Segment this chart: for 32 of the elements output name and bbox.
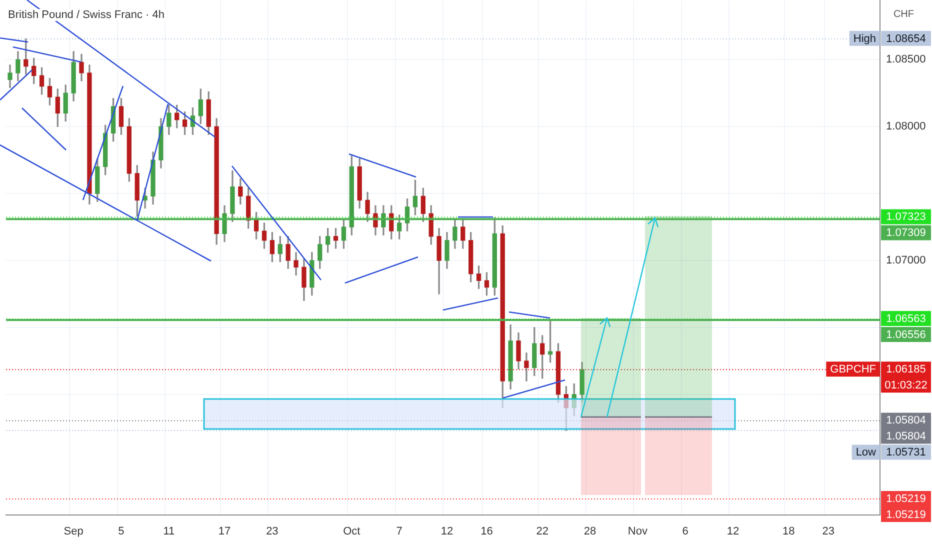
x-tick-label: 23 bbox=[822, 526, 834, 538]
x-tick-label: 6 bbox=[682, 526, 688, 538]
x-tick-label: 12 bbox=[440, 526, 454, 538]
y-tick-label: 1.08000 bbox=[886, 120, 926, 133]
x-tick-label: 28 bbox=[584, 526, 596, 538]
x-tick-label: 16 bbox=[480, 526, 493, 538]
y-tick-label: 1.07000 bbox=[886, 254, 926, 267]
annotation: High bbox=[853, 32, 876, 45]
annotation: GBPCHF bbox=[830, 364, 876, 376]
x-tick-label: 23 bbox=[266, 526, 278, 538]
x-tick-label: 17 bbox=[218, 526, 231, 538]
ref-line-label: 1.05804 1.05804 bbox=[886, 414, 926, 443]
x-tick-label: Oct bbox=[343, 526, 360, 538]
x-tick-label: Sep bbox=[64, 526, 84, 538]
x-tick-label: Nov bbox=[628, 526, 648, 538]
legend-label: 1.05731 bbox=[886, 446, 926, 459]
x-tick-label: 11 bbox=[163, 526, 175, 538]
ref-line-label: 1.08654 bbox=[886, 32, 926, 45]
x-tick-label: 18 bbox=[782, 526, 795, 538]
ref-line-label: 1.06556 bbox=[886, 329, 926, 342]
y-tick-label: 1.08500 bbox=[886, 54, 926, 66]
x-tick-label: 22 bbox=[536, 526, 548, 538]
x-tick-label: 12 bbox=[726, 526, 740, 538]
ref-line-label: 1.05219 1.05219 bbox=[886, 493, 926, 522]
ref-line-label: 1.06563 bbox=[886, 313, 926, 326]
annotation: Low bbox=[856, 446, 876, 459]
x-tick-label: 5 bbox=[118, 526, 124, 538]
ref-line-label: 1.07309 bbox=[886, 227, 926, 240]
y-axis-title: CHF bbox=[893, 9, 914, 20]
x-tick-label: 7 bbox=[396, 526, 402, 538]
ref-line-label: 1.07323 bbox=[886, 211, 926, 224]
ref-line-label: 1.06185 01:03:22 bbox=[884, 364, 928, 392]
